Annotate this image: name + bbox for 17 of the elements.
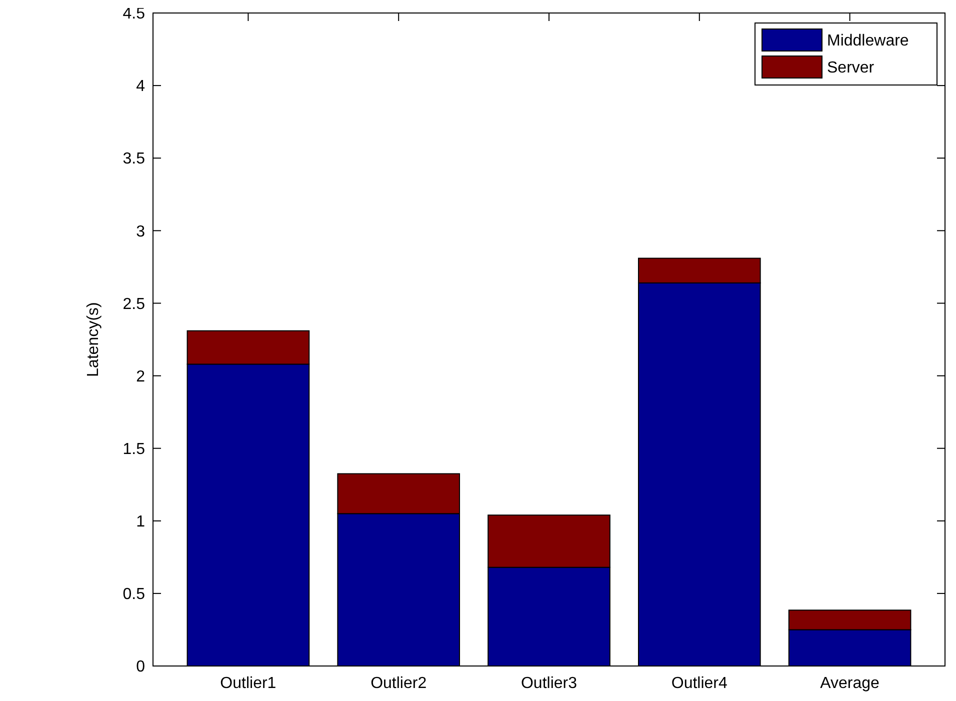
y-tick-label: 3 — [136, 223, 146, 240]
y-tick-label: 0.5 — [122, 586, 146, 604]
legend-label: Server — [827, 60, 875, 77]
y-tick-label: 2 — [136, 368, 146, 386]
y-axis-title: Latency(s) — [85, 302, 102, 377]
y-tick-label: 1 — [136, 513, 146, 530]
y-tick-label: 1.5 — [122, 440, 146, 458]
legend-label: Middleware — [827, 32, 909, 50]
x-tick-label: Outlier1 — [220, 675, 276, 692]
y-tick-label: 3.5 — [122, 150, 146, 168]
x-tick-label: Average — [820, 675, 880, 692]
x-tick-label: Outlier3 — [520, 675, 578, 692]
y-tick-label: 0 — [136, 658, 146, 676]
x-tick-label: Outlier2 — [370, 675, 427, 692]
y-tick-label: 2.5 — [122, 296, 146, 313]
y-tick-label: 4 — [136, 78, 146, 96]
x-tick-label: Outlier4 — [671, 675, 728, 692]
